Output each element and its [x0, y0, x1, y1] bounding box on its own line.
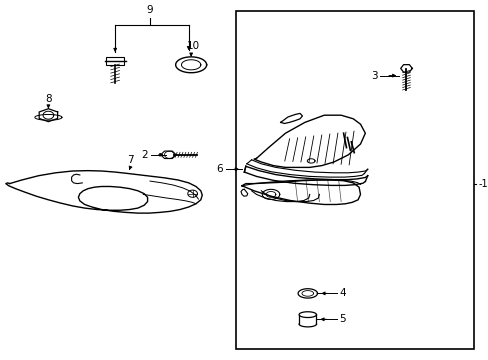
Bar	[236, 11, 473, 349]
Bar	[106, 57, 123, 65]
Text: -1: -1	[477, 179, 487, 189]
Text: 8: 8	[45, 94, 52, 104]
Text: 7: 7	[127, 155, 134, 165]
Text: 4: 4	[339, 288, 345, 298]
Text: 5: 5	[339, 314, 345, 324]
Text: 2: 2	[141, 150, 147, 160]
Text: 3: 3	[370, 71, 377, 81]
Text: 6: 6	[216, 164, 222, 174]
Text: 10: 10	[186, 41, 200, 51]
Text: 9: 9	[146, 5, 153, 15]
